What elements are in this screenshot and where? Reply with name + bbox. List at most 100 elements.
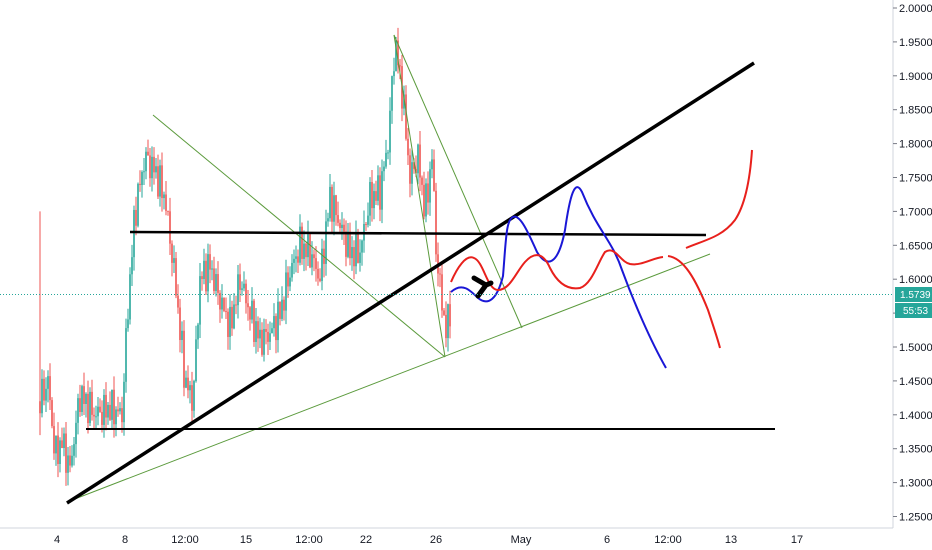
- candle-body: [61, 440, 63, 449]
- candle-body: [365, 224, 367, 226]
- time-tick-label: 26: [430, 534, 442, 546]
- candle-body: [103, 394, 105, 425]
- candle-body: [273, 316, 275, 329]
- candle-body: [369, 182, 371, 216]
- candle-body: [179, 307, 181, 341]
- candle-body: [99, 406, 101, 412]
- candle-body: [307, 234, 309, 258]
- candle-body: [293, 258, 295, 263]
- candle-body: [315, 258, 317, 269]
- candle-body: [411, 162, 413, 184]
- candle-body: [51, 400, 53, 427]
- candle-body: [111, 389, 113, 420]
- time-axis[interactable]: 4 8 12:00 15 12:00 22 26 May 6 12:00 13 17: [0, 527, 893, 546]
- candle-body: [359, 252, 361, 263]
- candle-body: [361, 240, 363, 253]
- candle-body: [119, 408, 121, 412]
- candle-body: [75, 422, 77, 445]
- candle-body: [237, 274, 239, 306]
- candle-body: [295, 256, 297, 259]
- candle-body: [259, 329, 261, 339]
- time-tick-label: May: [511, 534, 532, 546]
- candle-body: [87, 393, 89, 424]
- candle-body: [53, 426, 55, 454]
- candle-body: [107, 404, 109, 418]
- candle-body: [289, 277, 291, 287]
- candle-body: [171, 243, 173, 263]
- time-tick-label: 8: [122, 534, 128, 546]
- candle-body: [409, 155, 411, 184]
- candle-body: [367, 215, 369, 225]
- candle-body: [375, 191, 377, 201]
- candle-body: [261, 329, 263, 355]
- candle-body: [167, 210, 169, 212]
- candle-body: [269, 333, 271, 342]
- candle-body: [151, 156, 153, 179]
- candle-body: [429, 169, 431, 203]
- price-tick-label: 1.6000: [899, 274, 932, 286]
- plot-area[interactable]: [0, 0, 893, 528]
- candle-body: [331, 186, 333, 222]
- arrow-marker: [471, 275, 494, 299]
- candle-body: [203, 260, 205, 280]
- candle-body: [275, 316, 277, 341]
- candle-body: [229, 306, 231, 337]
- candle-body: [357, 232, 359, 263]
- price-axis[interactable]: 2.0000 1.9500 1.9000 1.8500 1.8000 1.7500 1.70…: [892, 0, 932, 550]
- candle-body: [301, 226, 303, 259]
- candle-body: [181, 330, 183, 341]
- time-tick-label: 12:00: [295, 534, 323, 546]
- candle-body: [241, 288, 243, 290]
- candle-body: [55, 435, 57, 454]
- candle-body: [303, 243, 305, 259]
- candle-body: [141, 171, 143, 186]
- candle-body: [349, 231, 351, 259]
- time-tick-label: 12:00: [171, 534, 199, 546]
- candle-body: [351, 247, 353, 259]
- candle-body: [207, 254, 209, 292]
- candle-body: [47, 376, 49, 389]
- price-tick-label: 2.0000: [899, 3, 932, 15]
- price-tick-label: 1.8500: [899, 105, 932, 117]
- candle-body: [389, 110, 391, 153]
- candle-body: [263, 328, 265, 355]
- candle-body: [91, 391, 93, 415]
- candle-body: [251, 300, 253, 320]
- candle-body: [305, 243, 307, 258]
- price-tick-label: 1.2500: [899, 512, 932, 524]
- candle-body: [257, 321, 259, 339]
- candle-body: [425, 183, 427, 217]
- candle-body: [407, 138, 409, 156]
- candle-body: [245, 283, 247, 304]
- candle-body: [195, 339, 197, 382]
- time-tick-label: 12:00: [654, 534, 682, 546]
- candle-body: [441, 274, 443, 311]
- candle-body: [163, 194, 165, 199]
- candle-body: [221, 297, 223, 310]
- candle-body: [187, 377, 189, 391]
- candle-body: [77, 398, 79, 423]
- price-tick-label: 1.8000: [899, 139, 932, 151]
- candle-body: [253, 300, 255, 343]
- red-projection-path: [450, 249, 664, 292]
- candle-body: [277, 301, 279, 341]
- price-tick-label: 1.4000: [899, 410, 932, 422]
- candle-body: [133, 209, 135, 258]
- candle-body: [395, 40, 397, 72]
- candle-body: [387, 152, 389, 154]
- candle-body: [227, 311, 229, 337]
- candle-body: [115, 409, 117, 425]
- candle-body: [97, 406, 99, 417]
- candle-body: [385, 152, 387, 167]
- candle-body: [205, 260, 207, 292]
- candle-body: [123, 381, 125, 423]
- green-diagonal-left: [393, 34, 446, 358]
- candle-body: [449, 304, 451, 327]
- candle-body: [417, 144, 419, 174]
- candle-body: [231, 306, 233, 329]
- candle-body: [235, 304, 237, 306]
- candle-body: [279, 301, 281, 319]
- candle-body: [431, 159, 433, 170]
- candle-body: [433, 159, 435, 191]
